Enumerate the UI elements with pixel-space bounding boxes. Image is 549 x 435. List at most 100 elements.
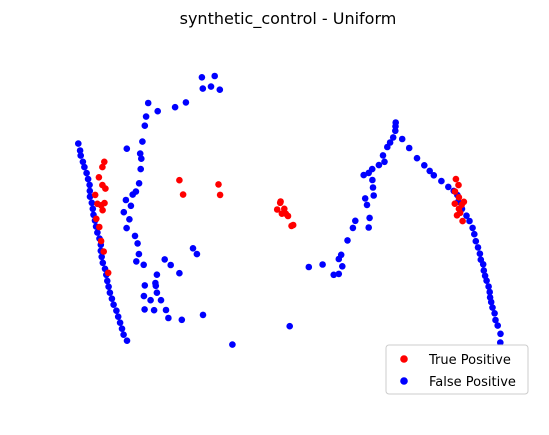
point-false-positive: [133, 258, 140, 265]
point-false-positive: [122, 196, 130, 204]
legend: True Positive False Positive: [385, 344, 529, 395]
point-false-positive: [105, 283, 112, 291]
point-false-positive: [178, 316, 186, 324]
point-false-positive: [106, 289, 114, 297]
point-false-positive: [189, 245, 197, 252]
point-false-positive: [88, 199, 96, 207]
point-false-positive: [426, 167, 434, 175]
point-false-positive: [361, 195, 369, 202]
point-true-positive: [91, 191, 99, 199]
point-false-positive: [305, 263, 313, 271]
point-false-positive: [94, 229, 101, 236]
point-false-positive: [141, 122, 149, 129]
point-false-positive: [430, 172, 438, 179]
point-false-positive: [492, 316, 499, 324]
point-false-positive: [286, 322, 294, 330]
point-false-positive: [141, 282, 149, 289]
point-false-positive: [497, 330, 504, 338]
point-false-positive: [86, 187, 94, 195]
point-false-positive: [134, 240, 141, 247]
point-true-positive: [276, 199, 284, 207]
point-false-positive: [199, 85, 207, 92]
point-true-positive: [289, 221, 297, 229]
point-false-positive: [123, 145, 131, 152]
point-false-positive: [152, 282, 160, 290]
point-false-positive: [76, 147, 84, 154]
point-false-positive: [123, 224, 130, 232]
point-false-positive: [157, 296, 165, 304]
point-true-positive: [101, 199, 108, 207]
point-false-positive: [176, 269, 183, 277]
point-false-positive: [339, 263, 346, 270]
point-true-positive: [460, 198, 468, 206]
point-false-positive: [153, 271, 161, 279]
point-false-positive: [405, 144, 413, 152]
point-false-positive: [136, 150, 144, 157]
point-false-positive: [139, 138, 146, 145]
point-false-positive: [370, 192, 378, 199]
point-false-positive: [86, 181, 93, 189]
point-true-positive: [284, 212, 292, 220]
point-false-positive: [118, 325, 126, 333]
point-false-positive: [162, 306, 170, 314]
point-true-positive: [93, 215, 100, 223]
point-false-positive: [147, 296, 154, 304]
point-false-positive: [497, 339, 504, 346]
point-true-positive: [97, 237, 105, 245]
point-false-positive: [135, 180, 143, 187]
point-false-positive: [98, 253, 105, 261]
point-true-positive: [100, 248, 107, 255]
point-false-positive: [349, 224, 357, 232]
point-false-positive: [138, 155, 145, 162]
point-false-positive: [167, 261, 174, 269]
point-true-positive: [176, 176, 183, 184]
point-false-positive: [421, 162, 428, 169]
chart-title: synthetic_control - Uniform: [180, 9, 397, 29]
point-false-positive: [480, 267, 488, 274]
point-false-positive: [487, 298, 495, 306]
point-false-positive: [137, 165, 144, 173]
point-false-positive: [476, 250, 484, 257]
legend-marker-false-positive: [400, 377, 408, 385]
point-false-positive: [483, 277, 490, 285]
point-false-positive: [463, 212, 470, 219]
point-false-positive: [471, 230, 478, 238]
point-false-positive: [379, 152, 387, 159]
point-false-positive: [161, 256, 168, 263]
point-false-positive: [319, 261, 326, 268]
point-false-positive: [131, 232, 139, 240]
point-true-positive: [453, 212, 461, 219]
point-false-positive: [368, 165, 376, 173]
point-false-positive: [469, 224, 476, 232]
point-false-positive: [127, 202, 135, 210]
point-false-positive: [344, 237, 351, 244]
point-false-positive: [89, 205, 97, 213]
point-false-positive: [75, 140, 82, 147]
point-false-positive: [494, 322, 502, 329]
point-true-positive: [451, 188, 459, 195]
plot-area: [75, 72, 513, 385]
point-false-positive: [77, 152, 84, 159]
point-false-positive: [392, 119, 400, 126]
point-true-positive: [273, 206, 281, 213]
point-false-positive: [352, 217, 359, 225]
point-false-positive: [386, 139, 394, 146]
point-false-positive: [129, 191, 136, 198]
point-false-positive: [114, 313, 122, 321]
point-true-positive: [452, 175, 460, 183]
point-true-positive: [101, 158, 108, 166]
legend-label-true-positive: True Positive: [428, 353, 511, 368]
point-false-positive: [150, 306, 158, 314]
point-false-positive: [144, 99, 152, 107]
point-true-positive: [455, 181, 462, 189]
point-false-positive: [120, 208, 128, 216]
point-true-positive: [99, 206, 106, 214]
point-false-positive: [116, 319, 124, 327]
point-true-positive: [179, 191, 187, 198]
point-false-positive: [104, 277, 111, 285]
point-false-positive: [99, 259, 107, 267]
point-false-positive: [198, 74, 206, 81]
point-false-positive: [375, 161, 383, 169]
point-false-positive: [472, 237, 480, 245]
